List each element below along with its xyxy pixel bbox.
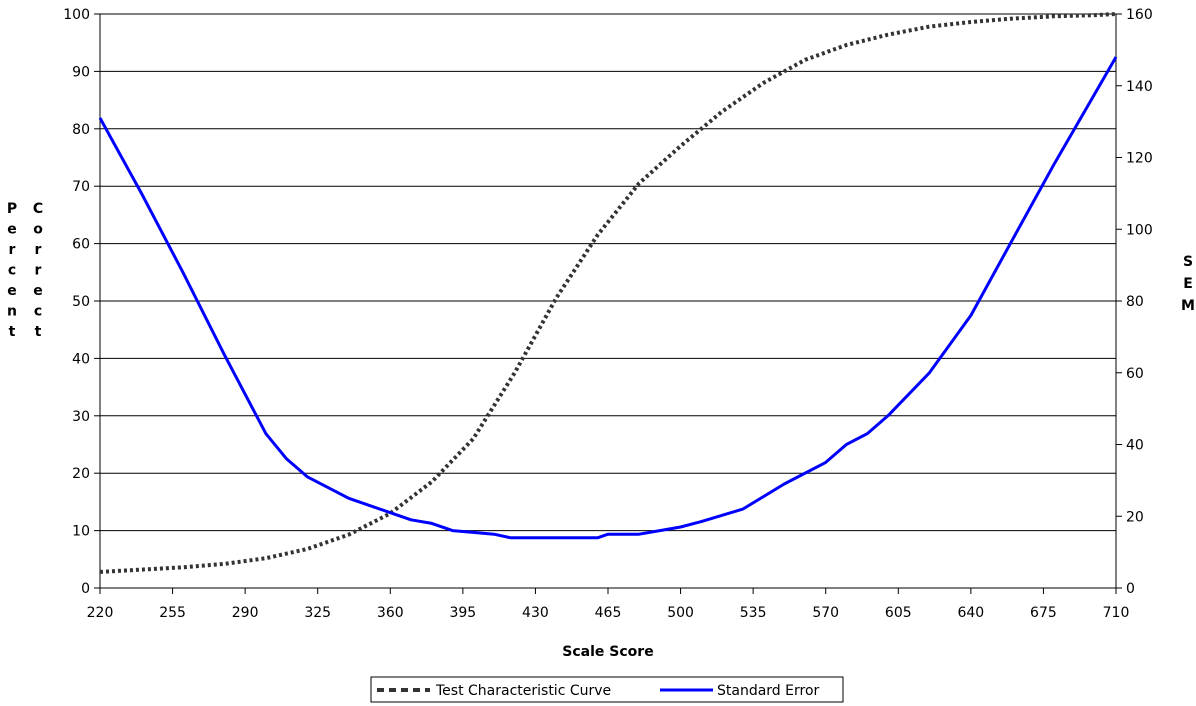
x-tick-label: 255 — [159, 605, 186, 621]
series-line-test-characteristic-curve — [99, 12, 1117, 574]
y-tick-label-left: 50 — [72, 294, 90, 310]
y-tick-label-left: 20 — [72, 466, 90, 482]
y-tick-label-left: 100 — [63, 7, 90, 23]
y-tick-label-right: 20 — [1126, 509, 1144, 525]
y-axis-title-left-letter: t — [35, 324, 42, 340]
y-tick-label-left: 0 — [81, 581, 90, 597]
legend: Test Characteristic Curve Standard Error — [370, 676, 844, 703]
y-tick-label-right: 80 — [1126, 294, 1144, 310]
x-tick-label: 605 — [885, 605, 912, 621]
x-tick-label: 430 — [522, 605, 549, 621]
x-tick-label: 360 — [377, 605, 404, 621]
y-tick-label-right: 160 — [1126, 7, 1153, 23]
series-line-standard-error — [98, 56, 1118, 540]
x-axis-title: Scale Score — [562, 644, 653, 660]
y-axis-title-left-letter: r — [35, 242, 42, 258]
x-tick-label: 500 — [667, 605, 694, 621]
y-axis-title-right-letter: E — [1183, 276, 1193, 292]
series-lines — [98, 12, 1118, 574]
legend-label-standard-error: Standard Error — [717, 683, 820, 699]
x-tick-label: 640 — [957, 605, 984, 621]
y-axis-title-left-letter: C — [33, 201, 43, 217]
x-tick-label: 710 — [1103, 605, 1130, 621]
y-axis-title-left-letter: r — [35, 263, 42, 279]
y-axis-title-left-letter: o — [33, 222, 43, 238]
y-tick-label-left: 90 — [72, 64, 90, 80]
x-tick-label: 570 — [812, 605, 839, 621]
axes — [94, 13, 1122, 594]
y-axis-title-left-letter: e — [7, 222, 17, 238]
y-axis-title-left-letter: t — [9, 324, 16, 340]
y-tick-label-left: 40 — [72, 351, 90, 367]
y-tick-label-right: 100 — [1126, 222, 1153, 238]
y-tick-label-left: 70 — [72, 179, 90, 195]
y-axis-title-left-letter: c — [34, 304, 42, 320]
x-tick-label: 675 — [1030, 605, 1057, 621]
y-axis-title-right-letter: M — [1181, 298, 1195, 314]
x-tick-label: 395 — [449, 605, 476, 621]
y-tick-label-right: 140 — [1126, 79, 1153, 95]
y-axis-title-left-letter: n — [7, 304, 17, 320]
x-tick-label: 465 — [595, 605, 622, 621]
tick-labels: 0 10 20 30 40 50 60 70 80 90 100 0 20 40 60 80 100 120 140… — [63, 7, 1152, 621]
y-axis-title-left-letter: e — [7, 283, 17, 299]
y-tick-label-left: 60 — [72, 237, 90, 253]
legend-label-test-characteristic-curve: Test Characteristic Curve — [435, 683, 611, 699]
y-axis-title-left-letter: P — [7, 201, 17, 217]
x-tick-label: 535 — [740, 605, 767, 621]
y-tick-label-right: 120 — [1126, 151, 1153, 167]
y-tick-label-right: 0 — [1126, 581, 1135, 597]
y-axis-title-left-letter: e — [33, 283, 43, 299]
legend-box — [370, 676, 844, 703]
y-tick-label-left: 10 — [72, 524, 90, 540]
x-tick-label: 325 — [304, 605, 331, 621]
y-axis-title-right-letter: S — [1183, 254, 1193, 270]
y-axis-title-left-letter: r — [9, 242, 16, 258]
y-tick-label-right: 60 — [1126, 366, 1144, 382]
x-tick-label: 290 — [232, 605, 259, 621]
x-tick-label: 220 — [87, 605, 114, 621]
y-tick-label-left: 80 — [72, 122, 90, 138]
y-tick-label-left: 30 — [72, 409, 90, 425]
y-tick-label-right: 40 — [1126, 438, 1144, 454]
grid-lines — [100, 13, 1116, 532]
y-axis-title-left-letter: c — [8, 263, 16, 279]
